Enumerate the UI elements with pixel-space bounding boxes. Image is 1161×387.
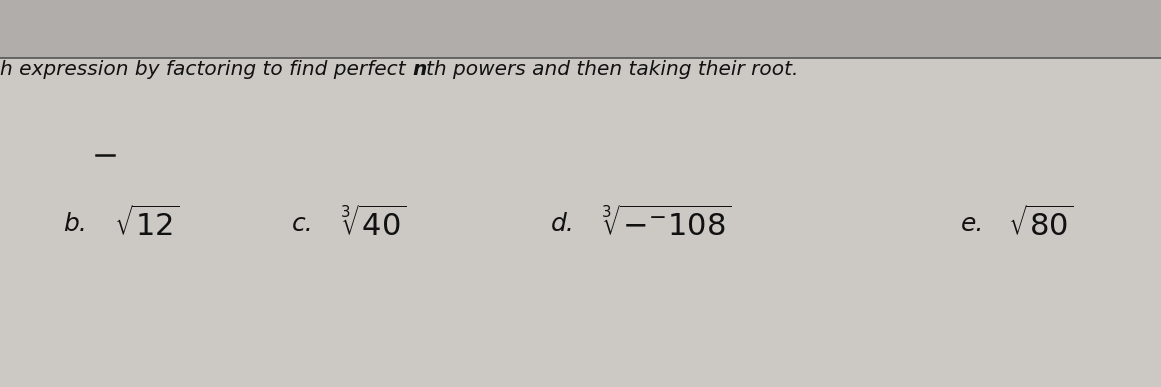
Text: h expression by factoring to find perfect: h expression by factoring to find perfec…: [0, 60, 412, 79]
Text: c.: c.: [291, 212, 313, 236]
Text: e.: e.: [961, 212, 985, 236]
Text: $\sqrt[3]{-^{-}108}$: $\sqrt[3]{-^{-}108}$: [601, 207, 731, 242]
Text: n: n: [412, 60, 426, 79]
Text: b.: b.: [63, 212, 87, 236]
Text: th powers and then taking their root.: th powers and then taking their root.: [426, 60, 799, 79]
Text: $\sqrt{12}$: $\sqrt{12}$: [114, 207, 180, 242]
Text: $\sqrt[3]{40}$: $\sqrt[3]{40}$: [340, 207, 406, 242]
Text: $\sqrt{80}$: $\sqrt{80}$: [1008, 207, 1074, 242]
Text: d.: d.: [550, 212, 575, 236]
FancyBboxPatch shape: [0, 58, 1161, 387]
FancyBboxPatch shape: [0, 0, 1161, 58]
